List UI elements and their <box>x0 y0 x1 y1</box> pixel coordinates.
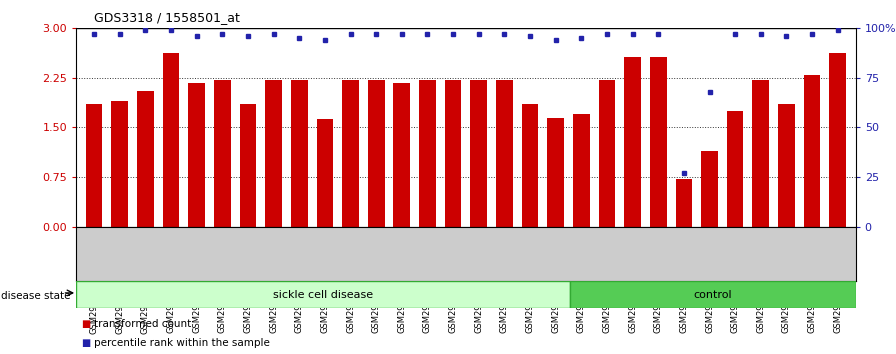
Text: percentile rank within the sample: percentile rank within the sample <box>94 338 270 348</box>
Bar <box>702 150 718 227</box>
Text: sickle cell disease: sickle cell disease <box>273 290 373 300</box>
Bar <box>573 114 590 227</box>
Bar <box>753 80 769 227</box>
Bar <box>214 80 230 227</box>
Bar <box>570 281 856 308</box>
Bar <box>239 104 256 227</box>
Bar <box>804 75 821 227</box>
Bar <box>188 82 205 227</box>
Bar <box>547 118 564 227</box>
Bar <box>86 104 102 227</box>
Bar <box>163 53 179 227</box>
Text: control: control <box>694 290 732 300</box>
Bar <box>778 104 795 227</box>
Text: ■: ■ <box>81 319 90 329</box>
Bar <box>265 80 282 227</box>
Bar <box>368 80 384 227</box>
Bar <box>521 104 538 227</box>
Bar <box>676 179 693 227</box>
Text: disease state: disease state <box>1 291 71 301</box>
Text: transformed count: transformed count <box>94 319 192 329</box>
Bar <box>419 80 435 227</box>
Bar <box>111 101 128 227</box>
Bar <box>599 80 616 227</box>
Bar <box>76 281 570 308</box>
Bar <box>342 80 359 227</box>
Bar <box>393 82 410 227</box>
Bar <box>625 57 641 227</box>
Bar <box>727 111 744 227</box>
Bar <box>316 119 333 227</box>
Bar <box>830 53 846 227</box>
Bar <box>444 80 461 227</box>
Bar <box>470 80 487 227</box>
Bar <box>650 57 667 227</box>
Bar <box>496 80 513 227</box>
Bar <box>291 80 307 227</box>
Text: ■: ■ <box>81 338 90 348</box>
Text: GDS3318 / 1558501_at: GDS3318 / 1558501_at <box>94 11 240 24</box>
Bar <box>137 91 154 227</box>
